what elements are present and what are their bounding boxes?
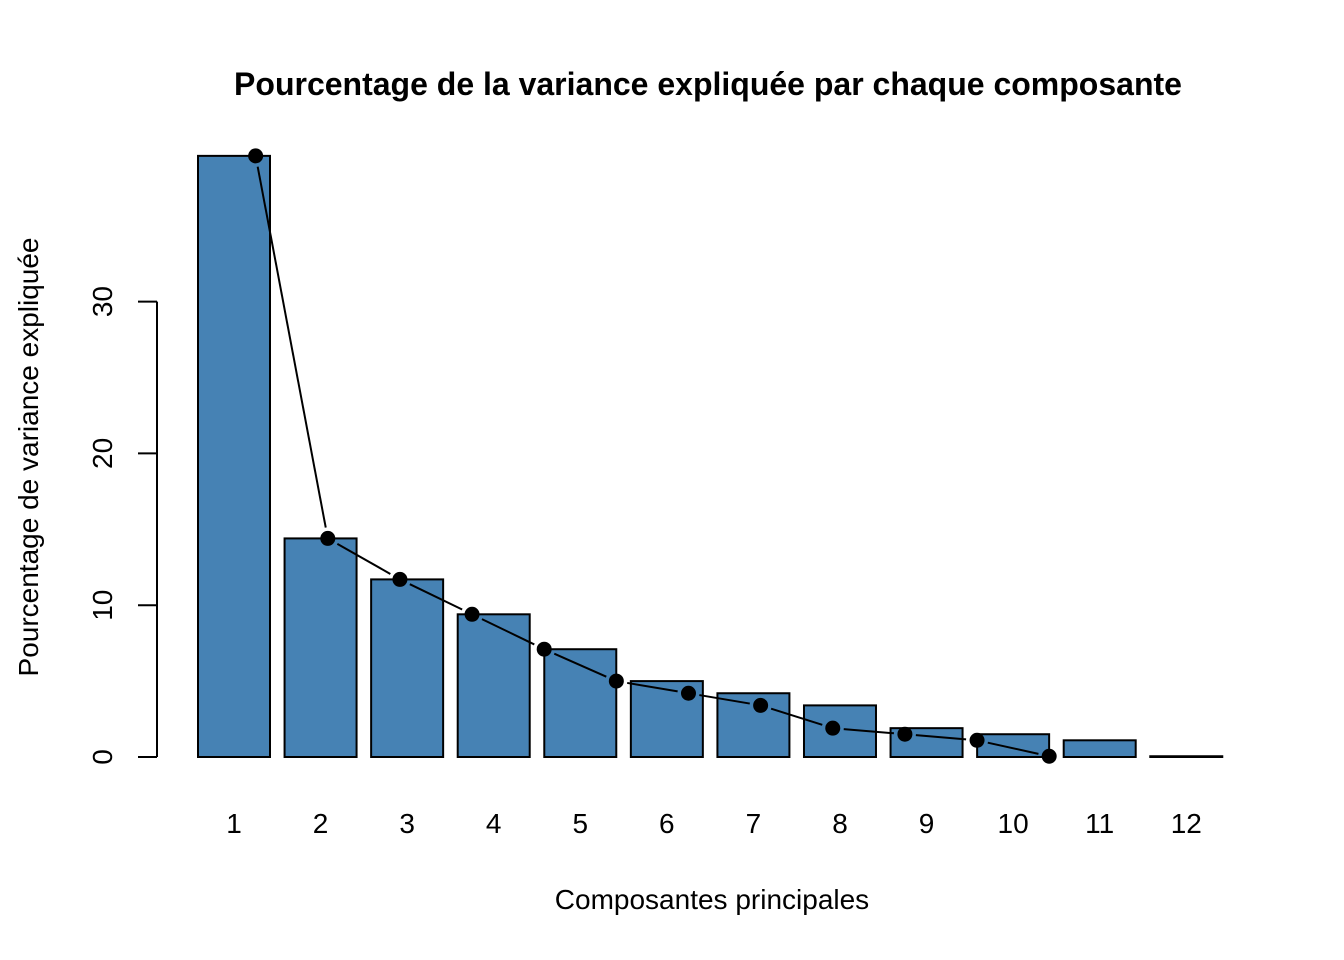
data-point-2	[320, 530, 336, 546]
bar-component-2	[283, 537, 358, 759]
scree-line-segment	[770, 707, 823, 726]
chart-title: Pourcentage de la variance expliquée par…	[234, 66, 1182, 102]
scree-line-segment	[987, 741, 1039, 755]
x-tick-label: 1	[226, 808, 242, 839]
data-point-1	[248, 148, 264, 164]
scree-line-segment	[481, 618, 535, 646]
scree-line-segment	[915, 734, 967, 741]
line-layer	[256, 166, 1039, 755]
scree-line-segment	[409, 583, 463, 611]
x-tick-label: 5	[572, 808, 588, 839]
scree-line-segment	[699, 694, 750, 705]
data-point-12	[1041, 748, 1057, 764]
x-tick-label: 10	[998, 808, 1029, 839]
scree-line-segment	[627, 681, 678, 693]
y-tick-label: 20	[87, 438, 118, 469]
bar-component-11	[1062, 739, 1137, 759]
x-tick-label: 3	[399, 808, 415, 839]
bar-component-1	[197, 154, 271, 758]
bar-component-12	[1149, 755, 1224, 759]
data-point-8	[753, 697, 769, 713]
y-tick-label: 0	[87, 749, 118, 765]
y-axis: 0 10 20 30	[87, 286, 158, 765]
bar-component-5	[543, 648, 618, 758]
data-point-9	[825, 720, 841, 736]
x-tick-label: 7	[746, 808, 762, 839]
x-tick-label: 4	[486, 808, 502, 839]
scree-line-segment	[256, 166, 327, 528]
data-point-6	[608, 673, 624, 689]
x-tick-label: 2	[313, 808, 329, 839]
bar-component-3	[370, 578, 445, 758]
data-point-11	[969, 732, 985, 748]
x-tick-label: 6	[659, 808, 675, 839]
bars-layer	[197, 154, 1224, 759]
data-point-7	[680, 685, 696, 701]
y-axis-title: Pourcentage de variance expliquée	[13, 238, 44, 677]
data-point-10	[897, 726, 913, 742]
x-tick-label: 8	[832, 808, 848, 839]
x-axis-title: Composantes principales	[555, 884, 869, 915]
data-point-5	[536, 641, 552, 657]
data-point-4	[464, 606, 480, 622]
x-tick-label: 12	[1171, 808, 1202, 839]
data-point-3	[392, 571, 408, 587]
points-layer	[248, 148, 1057, 764]
x-tick-label: 11	[1085, 808, 1114, 839]
x-labels-layer: 1 2 3 4 5 6 7 8 9 10 11 12	[226, 808, 1202, 839]
scree-line-segment	[553, 652, 607, 678]
x-tick-label: 9	[919, 808, 935, 839]
y-tick-label: 30	[87, 286, 118, 317]
scree-line-segment	[336, 542, 391, 575]
bar-component-4	[456, 613, 531, 758]
scree-line-segment	[843, 728, 895, 735]
bar-component-7	[716, 692, 791, 759]
y-tick-label: 10	[87, 590, 118, 621]
